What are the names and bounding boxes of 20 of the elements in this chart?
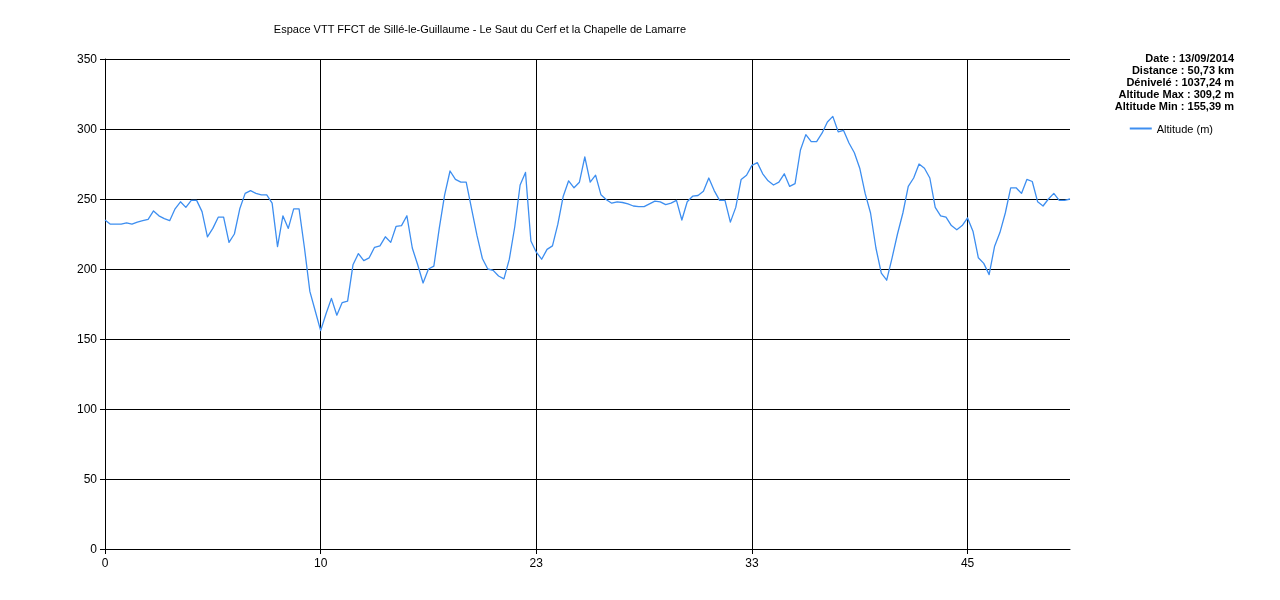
y-tick-label: 50 [83,472,98,486]
legend-label: Altitude (m) [1156,122,1214,135]
chart-title: Espace VTT FFCT de Sillé-le-Guillaume - Le Saut du Cerf et la Chapelle de Lamarre [273,22,687,35]
x-tick-label: 0 [101,556,109,570]
y-tick-label: 250 [76,192,98,206]
y-tick-label: 350 [76,52,98,66]
text: Distance : 50,73 km [1131,63,1235,76]
x-tick-label: 45 [960,556,975,570]
text: Date : 13/09/2014 [1145,51,1235,64]
y-tick-label: 300 [76,122,98,136]
y-tick-label: 100 [76,402,98,416]
text: Altitude Min : 155,39 m [1114,99,1235,112]
y-tick-label: 200 [76,262,98,276]
text: Altitude Max : 309,2 m [1118,87,1235,100]
x-tick-label: 23 [529,556,544,570]
x-tick-label: 10 [313,556,328,570]
y-tick-label: 150 [76,332,98,346]
x-tick-label: 33 [745,556,759,570]
y-tick-label: 0 [90,542,98,556]
text: Dénivelé : 1037,24 m [1126,75,1235,88]
